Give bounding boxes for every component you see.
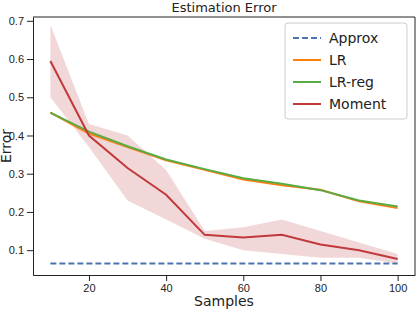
series-line [50, 113, 397, 209]
y-axis-title: Error [0, 129, 14, 163]
legend-label: Moment [329, 96, 387, 112]
legend-box [285, 23, 407, 119]
x-axis-title: Samples [194, 293, 254, 309]
tick-mark [27, 21, 33, 22]
tick: 100 [389, 275, 407, 294]
legend-label: LR-reg [329, 74, 374, 90]
tick-mark [89, 275, 90, 281]
series-line [50, 113, 397, 207]
tick-mark [166, 275, 167, 281]
tick-label: 0.3 [9, 168, 24, 180]
legend-swatch [293, 37, 321, 39]
legend-swatch [293, 59, 321, 61]
series-line [50, 263, 397, 265]
axis-line [34, 275, 416, 276]
x-axis: 20 40 60 80 100 [34, 275, 416, 294]
tick-mark [27, 250, 33, 251]
frame [415, 17, 416, 275]
tick-mark [27, 97, 33, 98]
plot-area: 204060801000.10.20.30.40.50.60.7ApproxLR… [9, 15, 416, 294]
legend-swatch [293, 81, 321, 83]
tick-label: 0.7 [9, 15, 24, 27]
tick: 0.1 [9, 244, 33, 256]
chart: 204060801000.10.20.30.40.50.60.7ApproxLR… [0, 0, 418, 310]
marks [50, 25, 397, 264]
tick-mark [320, 275, 321, 281]
tick: 0.3 [9, 168, 33, 180]
tick: 0.6 [9, 53, 33, 65]
tick-mark [27, 212, 33, 213]
tick-mark [27, 135, 33, 136]
tick-label: 60 [238, 282, 250, 294]
band [50, 25, 397, 264]
tick: 0.2 [9, 206, 33, 218]
tick: 80 [315, 275, 327, 294]
tick-label: 0.6 [9, 53, 24, 65]
tick: 40 [160, 275, 172, 294]
legend-label: Approx [329, 30, 378, 46]
axis-line [33, 18, 34, 276]
tick-mark [398, 275, 399, 281]
tick-mark [243, 275, 244, 281]
tick-label: 20 [83, 282, 95, 294]
tick-label: 0.1 [9, 244, 24, 256]
title: Estimation Error [171, 0, 277, 15]
legend-swatch [293, 103, 321, 105]
tick-mark [27, 59, 33, 60]
tick-label: 40 [160, 282, 172, 294]
legend-label: LR [329, 52, 347, 68]
tick: 20 [83, 275, 95, 294]
tick: 60 [238, 275, 250, 294]
tick: 0.5 [9, 91, 33, 103]
tick-label: 0.5 [9, 91, 24, 103]
tick-label: 0.2 [9, 206, 24, 218]
tick: 0.7 [9, 15, 33, 27]
tick-mark [27, 174, 33, 175]
tick-label: 100 [389, 282, 407, 294]
frame [33, 17, 415, 18]
tick-label: 80 [315, 282, 327, 294]
legend: Approx LR LR-reg Moment [285, 23, 407, 119]
